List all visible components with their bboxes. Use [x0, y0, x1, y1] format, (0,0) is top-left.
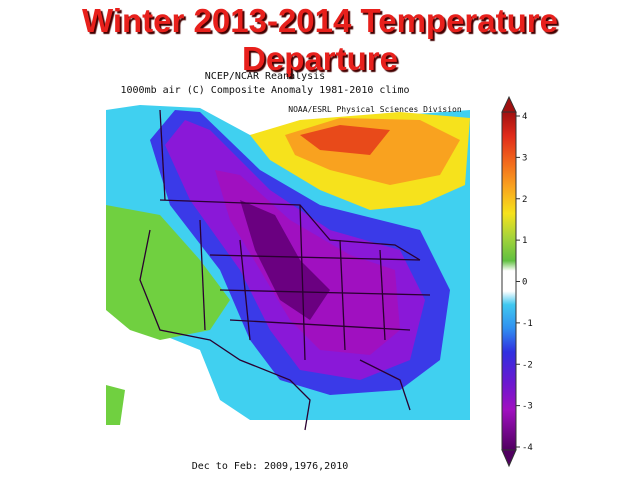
colorbar-tick-label: -3: [522, 402, 533, 412]
colorbar-top: [501, 95, 517, 113]
colorbar: [501, 95, 517, 468]
map-credit: NOAA/ESRL Physical Sciences Division: [288, 105, 462, 114]
colorbar-body: [501, 111, 517, 451]
colorbar-tick-label: -2: [522, 360, 533, 370]
map-subtitle: 1000mb air (C) Composite Anomaly 1981-20…: [121, 85, 410, 96]
colorbar-tick-label: 1: [522, 236, 527, 246]
map-source: NCEP/NCAR Reanalysis: [205, 71, 325, 82]
colorbar-bottom: [501, 449, 517, 468]
colorbar-tick-label: 3: [522, 153, 527, 163]
colorbar-tick-label: 2: [522, 195, 527, 205]
map-footer: Dec to Feb: 2009,1976,2010: [192, 461, 349, 472]
colorbar-tick-label: -4: [522, 443, 533, 453]
colorbar-tick-label: 4: [522, 112, 527, 122]
title: Winter 2013-2014 Temperature Departure: [82, 2, 558, 77]
colorbar-tick-label: -1: [522, 319, 533, 329]
colorbar-tick-label: 0: [522, 278, 527, 288]
map: [106, 105, 470, 431]
